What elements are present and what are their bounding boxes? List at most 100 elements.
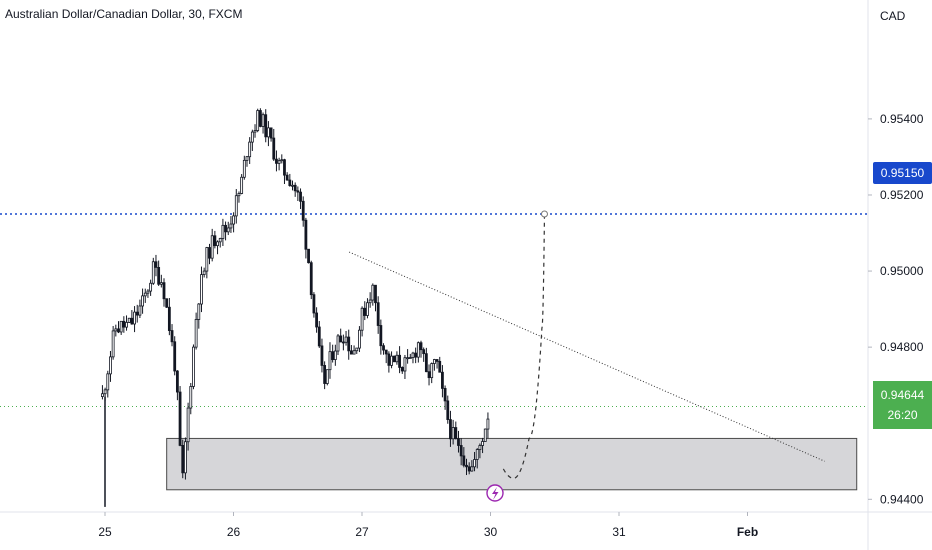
time-tick-label: 27 bbox=[355, 525, 369, 539]
trendline[interactable] bbox=[348, 251, 825, 462]
candle bbox=[301, 196, 305, 227]
candle bbox=[216, 240, 219, 255]
candle bbox=[424, 347, 428, 373]
projection-endpoint[interactable] bbox=[540, 210, 548, 218]
candle bbox=[159, 274, 163, 288]
candle bbox=[430, 362, 434, 384]
candle bbox=[347, 329, 351, 360]
candle bbox=[184, 437, 187, 480]
candle bbox=[197, 303, 201, 329]
candle bbox=[261, 112, 265, 134]
candle bbox=[427, 364, 431, 386]
candle bbox=[395, 351, 399, 365]
candle bbox=[130, 310, 134, 325]
candle bbox=[162, 278, 166, 307]
candle bbox=[363, 301, 367, 321]
candle bbox=[224, 221, 227, 241]
candle bbox=[165, 298, 169, 308]
candle bbox=[143, 288, 147, 303]
price-tick-label: 0.94800 bbox=[880, 340, 924, 354]
candle bbox=[325, 369, 329, 386]
candle bbox=[374, 284, 377, 312]
candle bbox=[457, 430, 460, 453]
candle bbox=[408, 353, 412, 359]
demand-zone[interactable] bbox=[166, 437, 858, 491]
time-tick-label: 26 bbox=[227, 525, 241, 539]
candle bbox=[253, 124, 257, 138]
candle bbox=[432, 358, 436, 371]
time-tick: 31 bbox=[612, 512, 626, 539]
candle bbox=[232, 212, 236, 233]
candle bbox=[481, 437, 484, 454]
candle bbox=[178, 386, 182, 447]
candle bbox=[299, 188, 302, 209]
candle bbox=[267, 121, 270, 147]
candle bbox=[293, 182, 297, 197]
price-axis[interactable]: 0.95400 0.95200 0.95000 0.94800 0.94400 bbox=[868, 112, 924, 506]
candle bbox=[454, 421, 458, 440]
candle bbox=[288, 173, 292, 187]
candle bbox=[483, 428, 487, 442]
candle bbox=[106, 370, 110, 398]
candle bbox=[213, 230, 217, 249]
candle bbox=[109, 350, 112, 382]
candle bbox=[258, 108, 262, 128]
time-tick: 26 bbox=[227, 512, 241, 539]
candle bbox=[467, 462, 471, 475]
candle bbox=[392, 355, 396, 363]
candle bbox=[280, 154, 284, 164]
candle bbox=[478, 443, 482, 459]
candle bbox=[256, 108, 260, 133]
candle bbox=[411, 351, 415, 364]
candle bbox=[119, 320, 123, 335]
candle bbox=[473, 451, 476, 472]
candle bbox=[459, 438, 463, 466]
candle bbox=[192, 344, 195, 390]
candle bbox=[111, 325, 115, 360]
candle bbox=[387, 351, 391, 373]
candle bbox=[277, 157, 281, 171]
time-axis[interactable]: 25 26 27 30 31 Feb bbox=[98, 512, 758, 539]
candle bbox=[264, 109, 268, 143]
candle bbox=[173, 336, 177, 376]
candle bbox=[416, 341, 420, 363]
candle bbox=[352, 345, 356, 355]
candle bbox=[117, 321, 120, 334]
candle bbox=[146, 289, 150, 298]
candle bbox=[218, 237, 222, 248]
last-price-badge: 0.94644 26:20 bbox=[873, 381, 932, 429]
candle bbox=[368, 292, 372, 308]
candle bbox=[349, 345, 353, 355]
candle bbox=[127, 317, 131, 324]
candle bbox=[449, 410, 452, 447]
time-tick-label: 25 bbox=[98, 525, 112, 539]
candle bbox=[285, 172, 289, 181]
price-tick: 0.95200 bbox=[868, 188, 924, 202]
lightning-icon[interactable] bbox=[486, 484, 504, 502]
candle bbox=[242, 155, 246, 180]
candle bbox=[291, 180, 294, 191]
candle bbox=[333, 344, 337, 366]
candle bbox=[221, 218, 225, 246]
candle bbox=[390, 351, 393, 369]
candle bbox=[331, 344, 335, 363]
candle bbox=[202, 267, 206, 278]
candle bbox=[360, 306, 364, 337]
candle bbox=[355, 347, 359, 354]
currency-label: CAD bbox=[880, 9, 906, 23]
candle bbox=[379, 319, 383, 355]
price-tick: 0.95000 bbox=[868, 264, 924, 278]
candle bbox=[237, 191, 241, 203]
candle bbox=[446, 395, 450, 424]
candle bbox=[400, 366, 404, 374]
candle bbox=[125, 315, 128, 331]
candle bbox=[133, 306, 136, 333]
candle bbox=[114, 324, 118, 337]
candle bbox=[328, 342, 332, 379]
candle bbox=[451, 419, 455, 445]
candle bbox=[234, 189, 238, 224]
candle bbox=[323, 361, 327, 390]
candle bbox=[151, 257, 155, 285]
candle bbox=[304, 217, 308, 259]
